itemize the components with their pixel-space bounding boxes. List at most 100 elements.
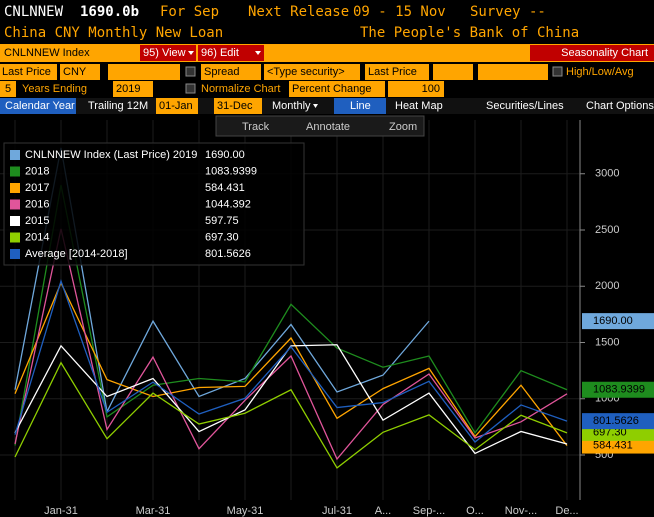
x-tick-label: A... — [375, 505, 392, 517]
legend-value: 801.5626 — [205, 248, 251, 260]
x-tick-label: Nov-... — [505, 505, 537, 517]
field2-box[interactable] — [365, 64, 429, 80]
checkbox[interactable] — [185, 66, 196, 77]
currency[interactable]: CNY — [63, 66, 87, 78]
legend-swatch — [10, 150, 20, 160]
source: The People's Bank of China — [360, 25, 579, 41]
legend-swatch — [10, 183, 20, 193]
base[interactable]: 100 — [422, 83, 440, 95]
value-tag-label: 1690.00 — [593, 315, 633, 327]
annotate[interactable]: Annotate — [306, 121, 350, 133]
series-line — [14, 184, 568, 446]
mode-box — [530, 45, 654, 61]
field2[interactable]: Last Price — [368, 66, 417, 78]
spread-box[interactable] — [201, 64, 261, 80]
legend-swatch — [10, 232, 20, 243]
line-tab[interactable] — [334, 98, 386, 114]
x-tick-label: Sep-... — [413, 505, 445, 517]
track[interactable]: Track — [242, 121, 270, 133]
start-box[interactable] — [156, 98, 198, 114]
zoom[interactable]: Zoom — [389, 121, 417, 133]
mode: Seasonality Chart — [561, 47, 648, 59]
normalize[interactable]: Normalize Chart — [201, 83, 280, 95]
view-button[interactable] — [140, 45, 196, 61]
security-input[interactable] — [264, 64, 360, 80]
empty-field[interactable] — [478, 64, 548, 80]
x-tick-label: Mar-31 — [136, 505, 171, 517]
value-tag — [582, 413, 654, 430]
y-tick-label: 1500 — [595, 336, 619, 348]
legend: CNLNNEW Index (Last Price) 2019 1690.00 20… — [3, 142, 305, 266]
calendar-year[interactable]: Calendar Year — [5, 100, 75, 112]
trailing[interactable]: Trailing 12M — [88, 100, 148, 112]
dropdown-arrow — [188, 51, 194, 55]
series-line — [14, 278, 568, 443]
checkbox[interactable] — [552, 66, 563, 77]
legend-name: CNLNNEW Index (Last Price) 2019 — [25, 149, 197, 161]
start[interactable]: 01-Jan — [159, 100, 193, 112]
legend-value: 597.75 — [205, 215, 239, 227]
value-tag-label: 584.431 — [593, 439, 633, 451]
field-box[interactable] — [0, 64, 57, 80]
field[interactable]: Last Price — [2, 66, 51, 78]
heat-map[interactable]: Heat Map — [395, 100, 443, 112]
x-tick-label: Jul-31 — [322, 505, 352, 517]
series-line — [14, 361, 568, 469]
ticker: CNLNNEW — [4, 4, 64, 20]
next-release: Next Release — [248, 4, 349, 20]
description: China CNY Monthly New Loan — [4, 25, 223, 41]
dropdown-arrow — [313, 104, 318, 108]
chart-toolbar — [215, 115, 425, 137]
legend-swatch — [10, 166, 20, 177]
view-label[interactable]: 95) View — [143, 47, 186, 59]
base-box[interactable] — [388, 81, 444, 97]
edit-button[interactable] — [198, 45, 264, 61]
year-box[interactable] — [113, 81, 153, 97]
checkbox[interactable] — [185, 83, 196, 94]
securities[interactable]: Securities/Lines — [486, 100, 564, 112]
legend-value: 1044.392 — [205, 198, 251, 210]
chart-options[interactable]: Chart Options — [586, 100, 654, 112]
legend-value: 697.30 — [205, 231, 239, 243]
y-tick-label: 2000 — [595, 280, 619, 292]
end-box[interactable] — [214, 98, 262, 114]
legend-swatch — [10, 216, 20, 226]
series-line — [14, 228, 568, 461]
line-mode[interactable]: Line — [350, 100, 371, 112]
legend-name: 2014 — [25, 231, 49, 243]
years[interactable]: 5 — [5, 83, 11, 95]
spread[interactable]: Spread — [204, 66, 239, 78]
last-value: 1690.0b — [80, 4, 139, 20]
currency-box[interactable] — [60, 64, 100, 80]
legend-name: Average [2014-2018] — [25, 248, 128, 260]
x-tick-label: O... — [466, 505, 484, 517]
legend-value: 584.431 — [205, 182, 245, 194]
dropdown-arrow — [255, 51, 261, 55]
calendar-tab[interactable] — [0, 98, 76, 114]
legend-value: 1690.00 — [205, 149, 245, 161]
type-security[interactable]: <Type security> — [267, 66, 345, 78]
value-tag-label: 697.30 — [593, 427, 627, 439]
high-low-avg[interactable]: High/Low/Avg — [566, 66, 634, 78]
percent-box[interactable] — [289, 81, 385, 97]
legend-name: 2017 — [25, 182, 49, 194]
empty-field[interactable] — [433, 64, 473, 80]
legend-name: 2016 — [25, 198, 49, 210]
period: For Sep — [160, 4, 219, 20]
end[interactable]: 31-Dec — [217, 100, 253, 112]
value-tag-label: 1083.9399 — [593, 384, 645, 396]
x-tick-label: Jan-31 — [44, 505, 78, 517]
value-tag — [582, 381, 654, 398]
value-tag — [582, 437, 654, 454]
y-tick-label: 2500 — [595, 224, 619, 236]
legend-value: 1083.9399 — [205, 165, 257, 177]
percent-change[interactable]: Percent Change — [292, 83, 372, 95]
edit-label[interactable]: 96) Edit — [201, 47, 239, 59]
years-box[interactable] — [0, 81, 16, 97]
x-tick-label: De... — [555, 505, 578, 517]
year[interactable]: 2019 — [116, 83, 140, 95]
monthly[interactable]: Monthly — [272, 100, 311, 112]
x-tick-label: May-31 — [227, 505, 264, 517]
empty-field[interactable] — [108, 64, 180, 80]
